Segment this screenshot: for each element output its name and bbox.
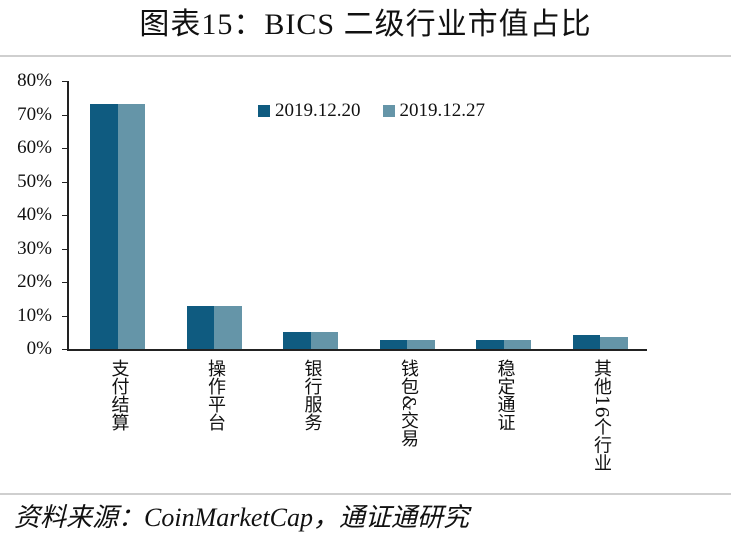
bar-series1 — [572, 335, 600, 349]
x-category-label: 银行服务 — [301, 359, 323, 431]
y-tick-label: 80% — [17, 70, 52, 91]
y-tick-label: 0% — [26, 338, 52, 359]
chart-title: 图表15：BICS 二级行业市值占比 — [139, 8, 592, 41]
y-tick-label: 20% — [17, 271, 52, 292]
bar-series1 — [476, 339, 504, 349]
y-tick-label: 40% — [17, 204, 52, 225]
legend-label: 2019.12.20 — [275, 100, 361, 121]
y-tick-mark — [62, 215, 68, 216]
y-tick-mark — [62, 114, 68, 116]
x-category-label: 操作平台 — [205, 359, 226, 431]
y-tick-mark — [62, 349, 68, 350]
legend: 2019.12.20 2019.12.27 — [258, 100, 507, 122]
bar-series1 — [90, 104, 118, 349]
bar-series2 — [407, 339, 435, 349]
y-tick-label: 30% — [17, 237, 52, 259]
legend-label: 2019.12.27 — [399, 100, 486, 121]
bar-series1 — [186, 306, 214, 349]
y-tick-mark — [62, 181, 68, 183]
legend-item: 2019.12.20 — [258, 100, 361, 122]
bar-series1 — [379, 339, 407, 349]
y-tick-mark — [62, 248, 68, 250]
legend-item: 2019.12.27 — [382, 100, 486, 122]
y-tick-label: 50% — [17, 170, 52, 192]
bottom-divider — [0, 493, 731, 495]
bar-series2 — [117, 104, 145, 349]
bar-series2 — [600, 336, 628, 349]
bar-chart: 2019.12.20 2019.12.27 80% 70% 60% 50% 40% 30% 2… — [0, 56, 731, 493]
y-tick-mark — [62, 282, 68, 283]
x-category-label: 钱包&交易 — [398, 359, 419, 448]
top-divider — [0, 55, 731, 57]
y-tick-mark — [62, 315, 68, 317]
source-note: 资料来源：CoinMarketCap，通证通研究 — [14, 503, 469, 532]
x-category-label: 支付结算 — [108, 359, 130, 431]
x-category-label: 其他16个行业 — [591, 359, 612, 472]
x-axis-line — [67, 349, 647, 351]
bar-series2 — [214, 306, 242, 349]
legend-swatch-icon — [382, 105, 395, 117]
y-tick-label: 70% — [17, 103, 52, 125]
bar-series2 — [310, 332, 338, 349]
y-tick-label: 60% — [17, 137, 52, 158]
y-tick-label: 10% — [17, 304, 52, 326]
y-tick-mark — [62, 81, 68, 82]
bar-series2 — [503, 339, 531, 349]
bar-series1 — [283, 332, 311, 349]
legend-swatch-icon — [258, 105, 270, 117]
x-category-label: 稳定通证 — [494, 359, 516, 431]
y-tick-mark — [62, 148, 68, 149]
y-axis-line — [67, 81, 69, 350]
